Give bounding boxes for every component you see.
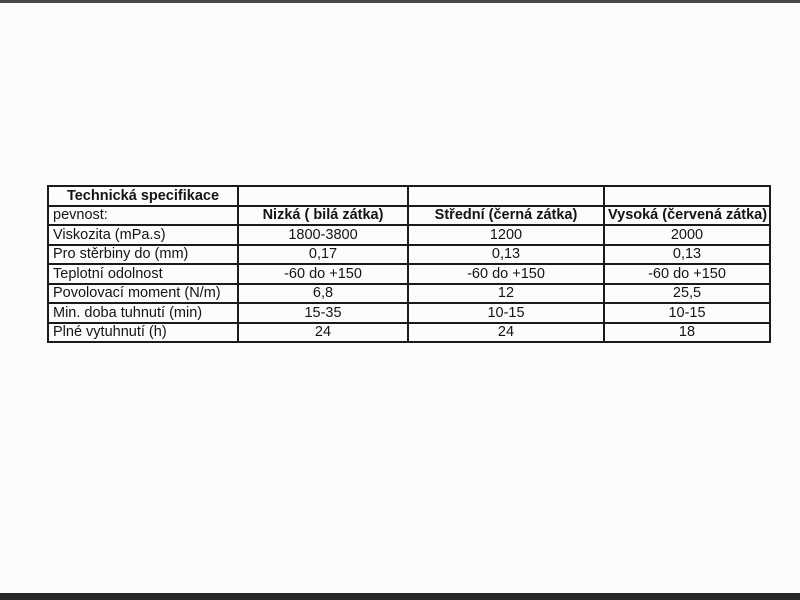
value-cell: 24: [407, 321, 605, 343]
value-cell: 10-15: [407, 302, 605, 324]
empty-cell: [407, 185, 605, 207]
row-label: Plné vytuhnutí (h): [47, 321, 239, 343]
value-cell: 18: [603, 321, 771, 343]
table-title-row: Technická specifikace: [47, 185, 771, 207]
table-row: Plné vytuhnutí (h) 24 24 18: [47, 321, 771, 343]
value-cell: 24: [237, 321, 409, 343]
table-row: Min. doba tuhnutí (min) 15-35 10-15 10-1…: [47, 302, 771, 324]
value-cell: 15-35: [237, 302, 409, 324]
empty-cell: [603, 185, 771, 207]
value-cell: 25,5: [603, 282, 771, 304]
value-cell: -60 do +150: [603, 263, 771, 285]
page-top-edge-bar: [0, 0, 800, 3]
row-label: pevnost:: [47, 204, 239, 226]
value-cell: -60 do +150: [237, 263, 409, 285]
value-cell: 12: [407, 282, 605, 304]
table-row: Teplotní odolnost -60 do +150 -60 do +15…: [47, 263, 771, 285]
column-header-high: Vysoká (červená zátka): [603, 204, 771, 226]
row-label: Viskozita (mPa.s): [47, 224, 239, 246]
table-header-row: pevnost: Nizká ( bilá zátka) Střední (če…: [47, 204, 771, 226]
value-cell: 0,13: [603, 243, 771, 265]
column-header-medium: Střední (černá zátka): [407, 204, 605, 226]
value-cell: 0,13: [407, 243, 605, 265]
value-cell: 10-15: [603, 302, 771, 324]
value-cell: 2000: [603, 224, 771, 246]
empty-cell: [237, 185, 409, 207]
spec-table: Technická specifikace pevnost: Nizká ( b…: [47, 185, 771, 343]
page-bottom-edge-bar: [0, 593, 800, 600]
table-title: Technická specifikace: [47, 185, 239, 207]
column-header-low: Nizká ( bilá zátka): [237, 204, 409, 226]
value-cell: 1200: [407, 224, 605, 246]
value-cell: 1800-3800: [237, 224, 409, 246]
row-label: Teplotní odolnost: [47, 263, 239, 285]
value-cell: 6,8: [237, 282, 409, 304]
row-label: Povolovací moment (N/m): [47, 282, 239, 304]
row-label: Pro stěrbiny do (mm): [47, 243, 239, 265]
value-cell: 0,17: [237, 243, 409, 265]
table-row: Povolovací moment (N/m) 6,8 12 25,5: [47, 282, 771, 304]
table-row: Viskozita (mPa.s) 1800-3800 1200 2000: [47, 224, 771, 246]
value-cell: -60 do +150: [407, 263, 605, 285]
table-row: Pro stěrbiny do (mm) 0,17 0,13 0,13: [47, 243, 771, 265]
row-label: Min. doba tuhnutí (min): [47, 302, 239, 324]
